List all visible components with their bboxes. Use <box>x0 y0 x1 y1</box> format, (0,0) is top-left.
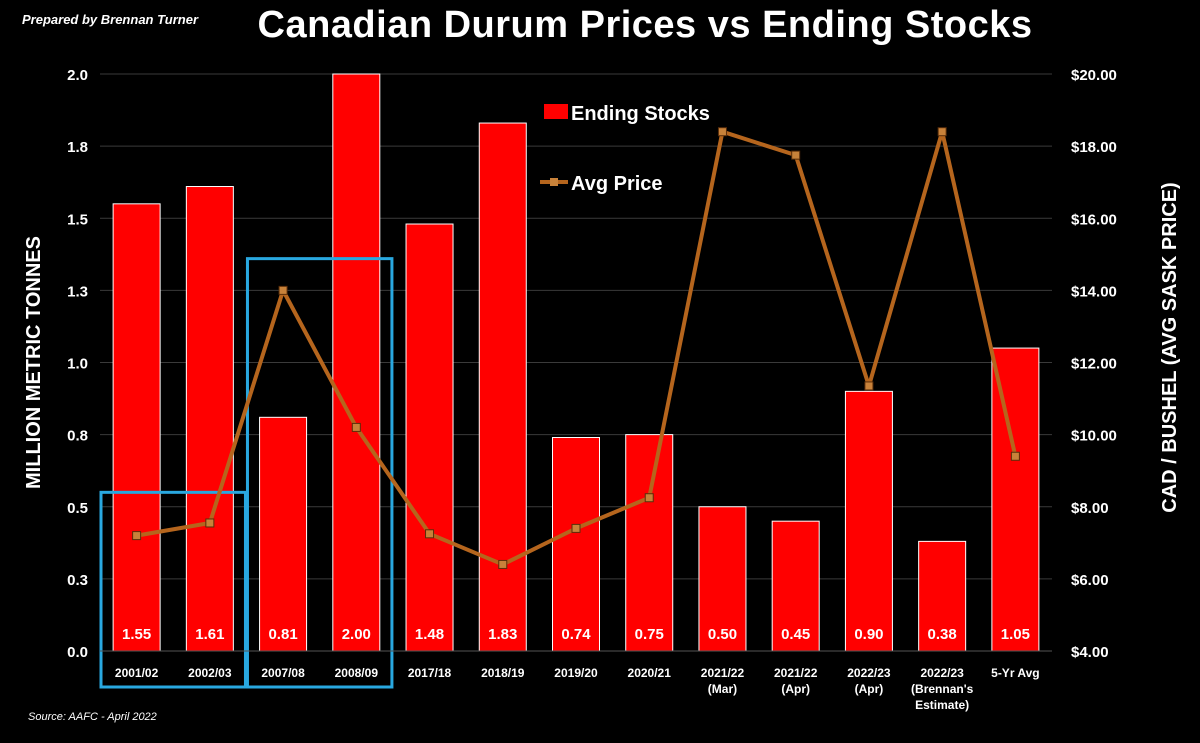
bar-data-label: 1.83 <box>488 626 517 643</box>
x-tick-label: (Apr) <box>855 682 884 696</box>
x-tick-label: (Mar) <box>708 682 737 696</box>
bar-data-label: 0.81 <box>268 626 297 643</box>
x-tick-label: (Apr) <box>781 682 810 696</box>
bar-ending-stocks <box>991 347 1040 652</box>
avg-price-marker <box>644 493 654 503</box>
x-tick-label: 2022/23 <box>847 666 891 680</box>
bar-ending-stocks <box>112 203 161 652</box>
bar-data-label: 0.38 <box>928 626 957 643</box>
legend-swatch-avg-price-marker <box>550 178 558 186</box>
x-tick-label: 2021/22 <box>774 666 818 680</box>
avg-price-marker <box>937 127 947 137</box>
prepared-by-credit: Prepared by Brennan Turner <box>22 12 199 27</box>
legend-swatch-ending-stocks <box>544 104 568 119</box>
y-left-tick-label: 1.8 <box>67 139 88 156</box>
bar-data-label: 2.00 <box>342 626 371 643</box>
x-tick-label: 2018/19 <box>481 666 525 680</box>
avg-price-marker <box>791 150 801 160</box>
bar-data-label: 1.61 <box>195 626 224 643</box>
line-series-avg-price <box>132 127 1020 569</box>
y-left-tick-label: 0.8 <box>67 428 88 445</box>
x-tick-label: 2001/02 <box>115 666 159 680</box>
avg-price-marker <box>717 127 727 137</box>
y-left-tick-label: 0.0 <box>67 644 88 661</box>
avg-price-marker <box>425 529 435 539</box>
source-note: Source: AAFC - April 2022 <box>28 711 157 723</box>
x-tick-label: (Brennan's <box>911 682 974 696</box>
x-tick-label: Estimate) <box>915 698 969 712</box>
bar-data-label: 1.55 <box>122 626 151 643</box>
x-tick-label: 2002/03 <box>188 666 232 680</box>
y-left-axis-label: MILLION METRIC TONNES <box>23 236 45 489</box>
avg-price-marker <box>498 559 508 569</box>
x-tick-label: 5-Yr Avg <box>991 666 1039 680</box>
bar-ending-stocks <box>552 437 600 652</box>
bar-ending-stocks <box>185 186 234 652</box>
x-tick-label: 2007/08 <box>261 666 305 680</box>
avg-price-marker <box>571 523 581 533</box>
bar-data-label: 0.75 <box>635 626 664 643</box>
avg-price-marker <box>132 531 142 541</box>
y-left-tick-label: 0.3 <box>67 572 88 589</box>
bar-ending-stocks <box>698 506 747 652</box>
axes: 0.0 0.3 0.5 0.8 1.0 1.3 1.5 1.8 2.0 $4.00 $6.00 $8.… <box>23 67 1181 712</box>
bar-ending-stocks <box>332 73 381 652</box>
y-right-tick-label: $14.00 <box>1071 283 1117 300</box>
x-tick-label: 2017/18 <box>408 666 452 680</box>
y-right-axis-label: CAD / BUSHEL (AVG SASK PRICE) <box>1159 182 1181 512</box>
y-right-tick-label: $10.00 <box>1071 428 1117 445</box>
chart-title: Canadian Durum Prices vs Ending Stocks <box>257 4 1033 46</box>
bar-ending-stocks <box>405 223 454 652</box>
highlight-boxes <box>99 257 394 689</box>
highlight-box <box>245 257 394 689</box>
y-right-tick-label: $16.00 <box>1071 211 1117 228</box>
avg-price-marker <box>205 518 215 528</box>
y-right-tick-label: $6.00 <box>1071 572 1109 589</box>
bar-data-label: 0.50 <box>708 626 737 643</box>
bar-data-label: 0.90 <box>854 626 883 643</box>
legend-label-avg-price: Avg Price <box>571 173 663 195</box>
bar-data-labels: 1.55 1.61 0.81 2.00 1.48 1.83 0.74 0.75 0.50 0.45… <box>122 626 1030 643</box>
bar-ending-stocks <box>625 434 674 652</box>
x-tick-label: 2019/20 <box>554 666 598 680</box>
y-right-tick-label: $4.00 <box>1071 644 1109 661</box>
y-right-tick-label: $8.00 <box>1071 500 1109 517</box>
bar-ending-stocks <box>918 540 967 652</box>
highlight-box <box>99 490 247 689</box>
bar-data-label: 0.74 <box>561 626 591 643</box>
y-right-tick-label: $20.00 <box>1071 67 1117 84</box>
x-tick-label: 2022/23 <box>920 666 964 680</box>
legend: Ending Stocks Avg Price <box>540 103 710 195</box>
bar-ending-stocks <box>844 390 893 652</box>
bar-ending-stocks <box>771 520 820 652</box>
avg-price-marker <box>278 285 288 295</box>
bar-ending-stocks <box>478 122 527 652</box>
x-tick-label: 2008/09 <box>335 666 379 680</box>
bar-ending-stocks <box>259 416 308 652</box>
bar-data-label: 1.48 <box>415 626 444 643</box>
y-left-tick-label: 2.0 <box>67 67 88 84</box>
y-right-tick-label: $12.00 <box>1071 356 1117 373</box>
avg-price-marker <box>864 381 874 391</box>
legend-label-ending-stocks: Ending Stocks <box>571 103 710 125</box>
avg-price-marker <box>1010 451 1020 461</box>
y-right-tick-label: $18.00 <box>1071 139 1117 156</box>
y-left-tick-label: 1.0 <box>67 356 88 373</box>
x-tick-label: 2021/22 <box>701 666 745 680</box>
y-left-tick-label: 1.3 <box>67 283 88 300</box>
bar-series-ending-stocks <box>112 73 1040 652</box>
y-left-tick-label: 0.5 <box>67 500 88 517</box>
x-tick-label: 2020/21 <box>628 666 672 680</box>
avg-price-marker <box>351 422 361 432</box>
bar-data-label: 1.05 <box>1001 626 1030 643</box>
y-left-tick-label: 1.5 <box>67 211 88 228</box>
bar-data-label: 0.45 <box>781 626 810 643</box>
